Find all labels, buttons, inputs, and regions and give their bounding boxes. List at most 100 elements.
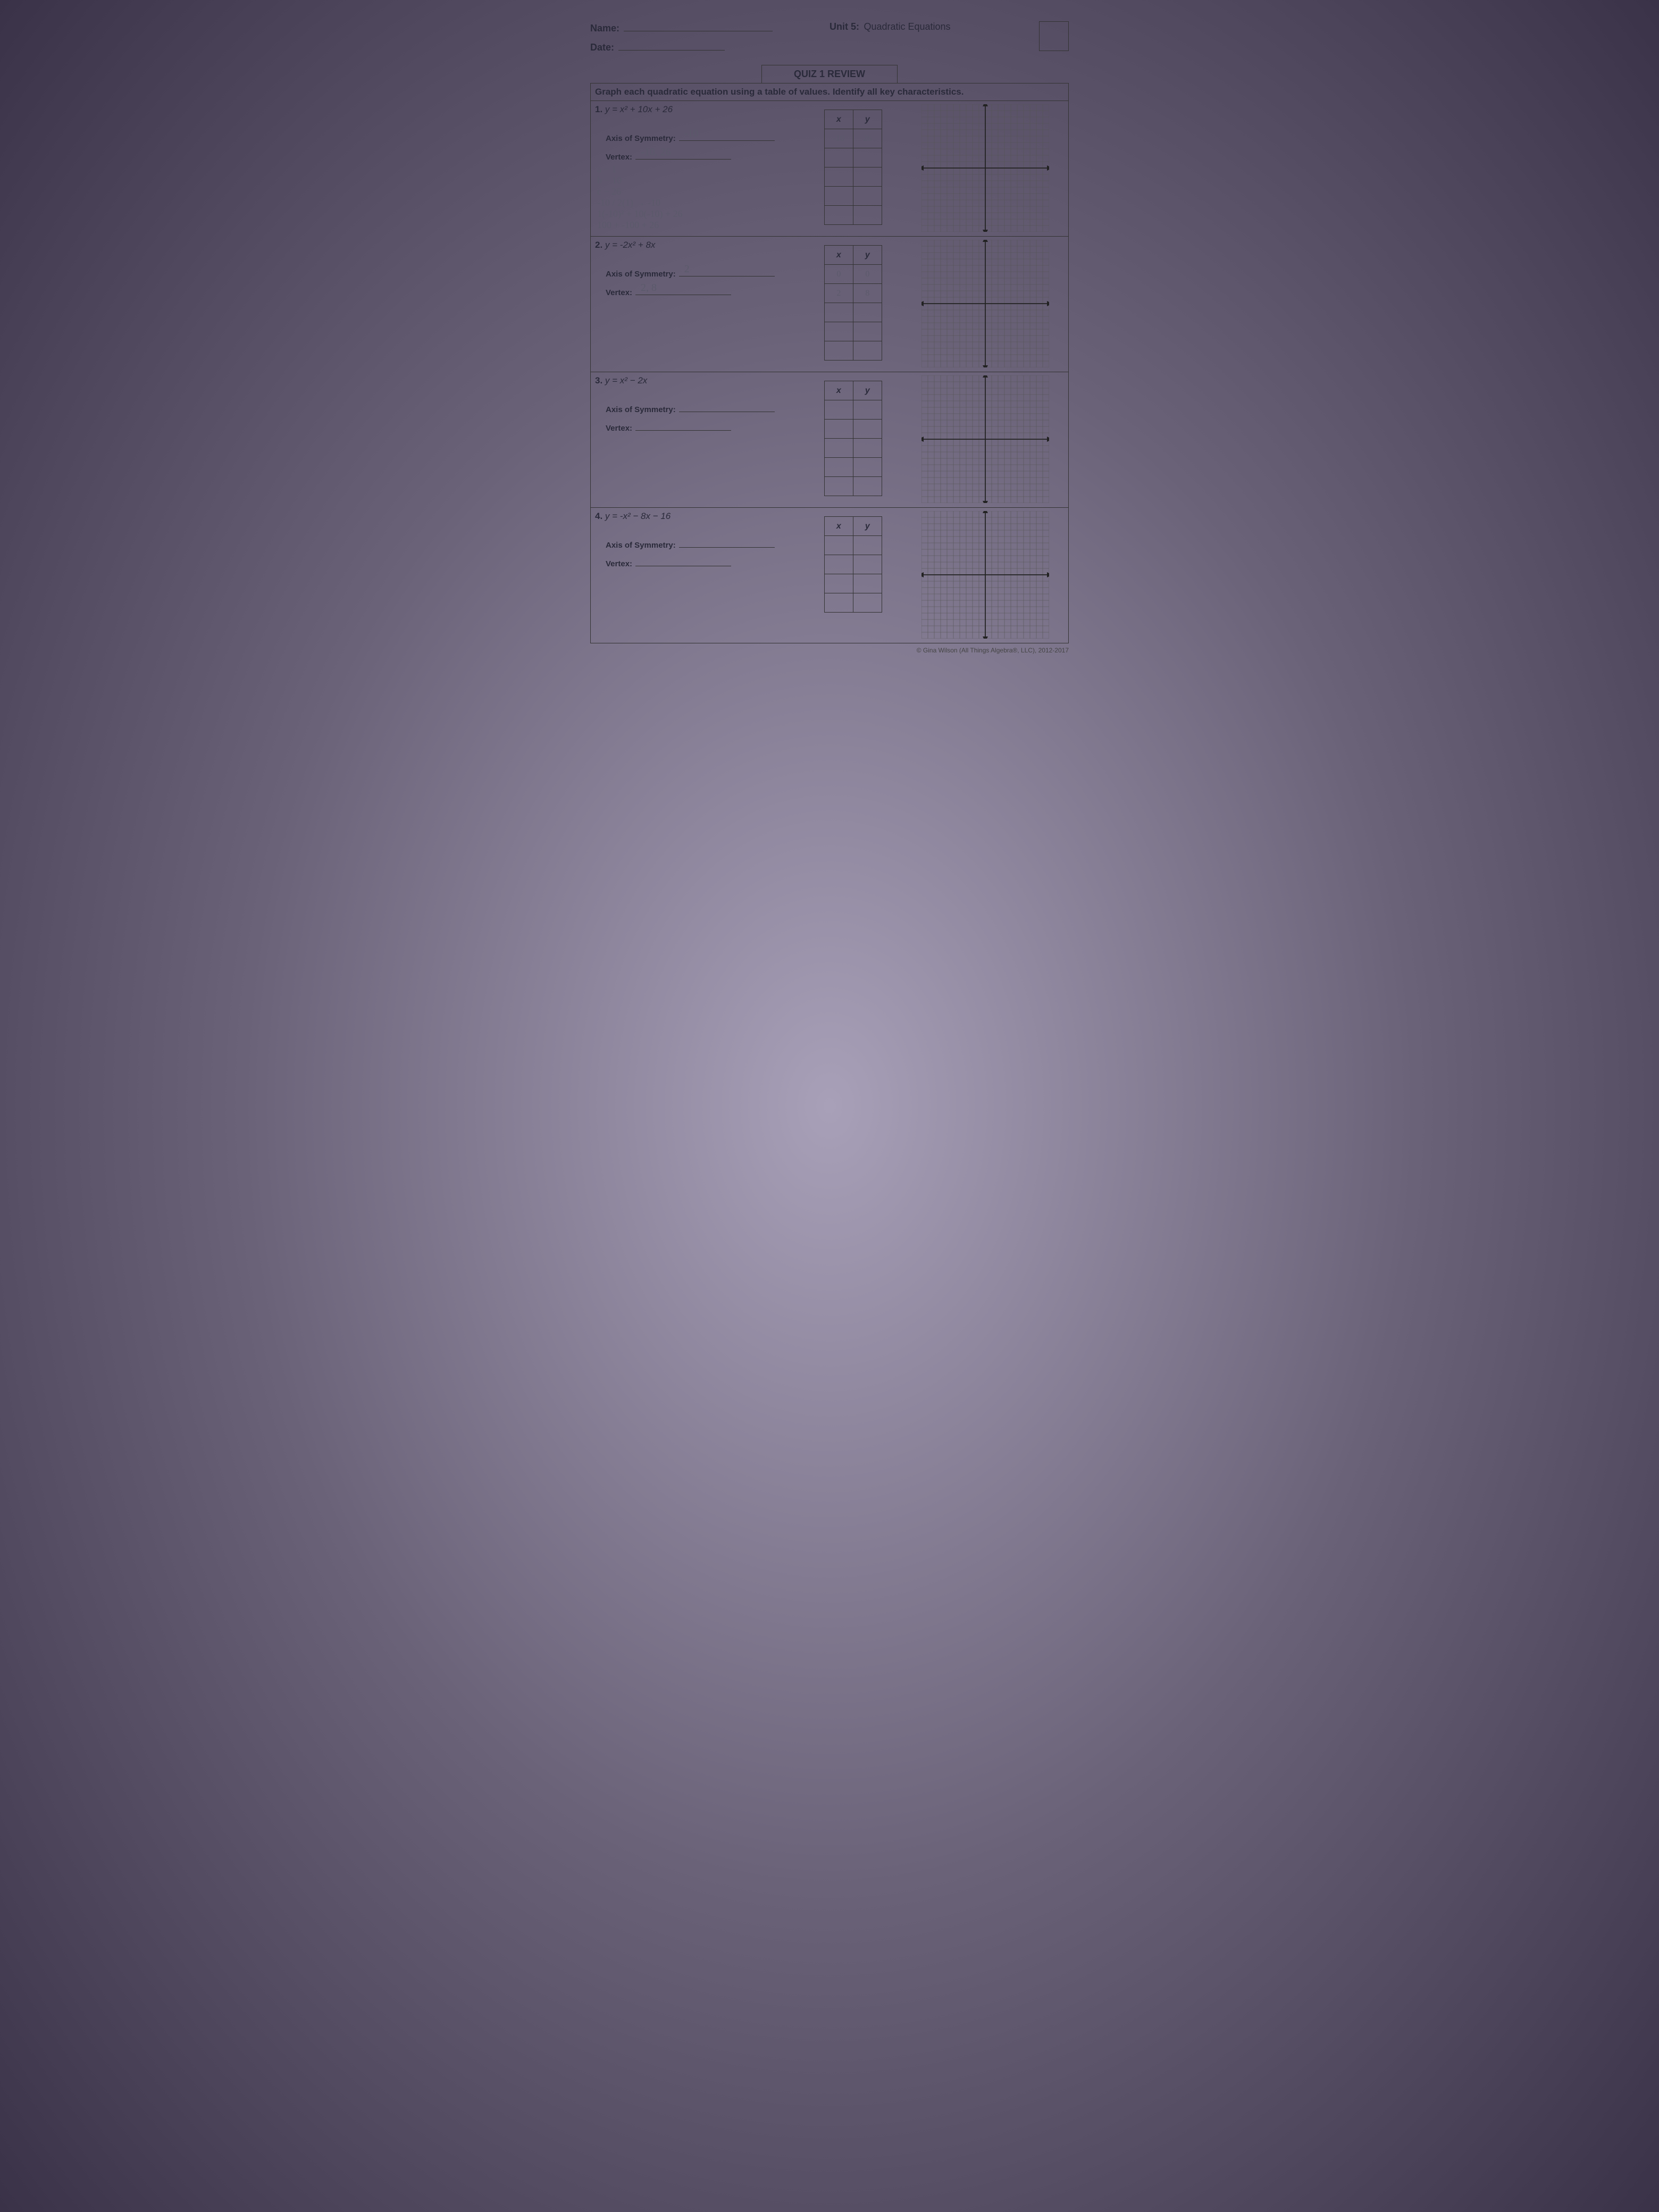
vertex-blank[interactable]: 2, 8 bbox=[635, 284, 731, 295]
table-cell[interactable] bbox=[853, 322, 882, 341]
table-cell[interactable]: -10 bbox=[824, 129, 853, 148]
date-label: Date: bbox=[590, 42, 614, 53]
vertex-handwritten: 2, 8 bbox=[641, 282, 657, 294]
date-blank[interactable] bbox=[618, 40, 725, 51]
table-cell[interactable] bbox=[853, 574, 882, 593]
equation-text: y = -2x² + 8x bbox=[605, 240, 655, 250]
coordinate-grid[interactable] bbox=[921, 240, 1049, 367]
table-cell[interactable]: 0 bbox=[853, 265, 882, 284]
xy-table[interactable]: xy0028 bbox=[824, 245, 882, 361]
table-cell[interactable] bbox=[853, 439, 882, 458]
vertex-blank[interactable] bbox=[635, 420, 731, 431]
instructions: Graph each quadratic equation using a ta… bbox=[591, 83, 1068, 101]
table-cell[interactable] bbox=[824, 206, 853, 225]
table-cell[interactable] bbox=[824, 477, 853, 496]
worksheet-page: Name: Date: Unit 5: Quadratic Equations … bbox=[590, 21, 1069, 654]
table-cell[interactable] bbox=[853, 593, 882, 613]
table-cell[interactable] bbox=[853, 148, 882, 167]
table-cell[interactable] bbox=[824, 148, 853, 167]
y-header: y bbox=[853, 110, 882, 129]
table-cell[interactable] bbox=[824, 322, 853, 341]
problems-container: Graph each quadratic equation using a ta… bbox=[590, 83, 1069, 643]
table-cell[interactable] bbox=[824, 187, 853, 206]
table-cell[interactable] bbox=[853, 187, 882, 206]
worksheet-header: Name: Date: Unit 5: Quadratic Equations bbox=[590, 21, 1069, 60]
table-cell[interactable] bbox=[824, 303, 853, 322]
problem-number: 3. bbox=[595, 375, 602, 386]
quiz-title: QUIZ 1 REVIEW bbox=[761, 65, 898, 83]
table-cell[interactable]: 26 bbox=[853, 129, 882, 148]
unit-label: Unit 5: bbox=[830, 21, 859, 32]
quiz-banner: QUIZ 1 REVIEW bbox=[590, 65, 1069, 83]
table-cell[interactable] bbox=[853, 420, 882, 439]
axis-label: Axis of Symmetry: bbox=[606, 405, 676, 414]
problem-number: 4. bbox=[595, 511, 602, 521]
problem-2: 2. y = -2x² + 8x Axis of Symmetry: 2 Vertex… bbox=[591, 237, 1068, 372]
xy-table[interactable]: xy bbox=[824, 381, 882, 496]
vertex-label: Vertex: bbox=[606, 424, 632, 433]
coordinate-grid[interactable] bbox=[921, 375, 1049, 503]
table-cell[interactable] bbox=[853, 458, 882, 477]
unit-text: Quadratic Equations bbox=[864, 21, 950, 32]
name-blank[interactable] bbox=[624, 21, 773, 31]
coordinate-grid[interactable] bbox=[921, 104, 1049, 232]
table-cell[interactable] bbox=[824, 593, 853, 613]
table-cell[interactable] bbox=[853, 555, 882, 574]
problem-1: 1. y = x² + 10x + 26 Axis of Symmetry: -10… bbox=[591, 101, 1068, 237]
table-cell[interactable] bbox=[824, 536, 853, 555]
x-header: x bbox=[824, 246, 853, 265]
axis-label: Axis of Symmetry: bbox=[606, 134, 676, 143]
score-box[interactable] bbox=[1039, 21, 1069, 51]
axis-handwritten: -10 bbox=[684, 128, 699, 140]
table-cell[interactable] bbox=[824, 555, 853, 574]
x-header: x bbox=[824, 517, 853, 536]
table-cell[interactable] bbox=[853, 536, 882, 555]
table-cell[interactable] bbox=[824, 167, 853, 187]
table-cell[interactable]: 2 bbox=[824, 284, 853, 303]
table-cell[interactable] bbox=[853, 400, 882, 420]
axis-blank[interactable] bbox=[679, 401, 775, 412]
handwritten-work: a − 1b − 10c − 26-10 / 2(1) → -101(-10)²… bbox=[597, 164, 800, 231]
table-cell[interactable] bbox=[824, 574, 853, 593]
y-header: y bbox=[853, 381, 882, 400]
vertex-handwritten: -10, 26 bbox=[641, 146, 671, 158]
y-header: y bbox=[853, 246, 882, 265]
axis-label: Axis of Symmetry: bbox=[606, 541, 676, 550]
x-header: x bbox=[824, 110, 853, 129]
axis-handwritten: 2 bbox=[684, 263, 690, 275]
table-cell[interactable]: 0 bbox=[824, 265, 853, 284]
name-label: Name: bbox=[590, 23, 619, 34]
xy-table[interactable]: xy-1026 bbox=[824, 110, 882, 225]
table-cell[interactable] bbox=[824, 439, 853, 458]
table-cell[interactable] bbox=[824, 420, 853, 439]
equation-text: y = -x² − 8x − 16 bbox=[605, 511, 671, 521]
table-cell[interactable] bbox=[853, 341, 882, 361]
table-cell[interactable] bbox=[853, 167, 882, 187]
problem-number: 2. bbox=[595, 240, 602, 250]
vertex-label: Vertex: bbox=[606, 559, 632, 568]
equation-text: y = x² − 2x bbox=[605, 375, 647, 386]
axis-blank[interactable] bbox=[679, 537, 775, 548]
table-cell[interactable] bbox=[853, 477, 882, 496]
table-cell[interactable] bbox=[824, 341, 853, 361]
axis-blank[interactable]: 2 bbox=[679, 265, 775, 276]
x-header: x bbox=[824, 381, 853, 400]
y-header: y bbox=[853, 517, 882, 536]
axis-label: Axis of Symmetry: bbox=[606, 270, 676, 279]
table-cell[interactable] bbox=[824, 458, 853, 477]
vertex-blank[interactable]: -10, 26 bbox=[635, 148, 731, 160]
problem-3: 3. y = x² − 2x Axis of Symmetry: Vertex: xy bbox=[591, 372, 1068, 508]
coordinate-grid[interactable] bbox=[921, 511, 1049, 639]
vertex-blank[interactable] bbox=[635, 555, 731, 566]
vertex-label: Vertex: bbox=[606, 288, 632, 297]
xy-table[interactable]: xy bbox=[824, 516, 882, 613]
axis-blank[interactable]: -10 bbox=[679, 130, 775, 141]
table-cell[interactable]: 8 bbox=[853, 284, 882, 303]
copyright-footer: © Gina Wilson (All Things Algebra®, LLC)… bbox=[590, 647, 1069, 654]
table-cell[interactable] bbox=[824, 400, 853, 420]
table-cell[interactable] bbox=[853, 206, 882, 225]
problem-4: 4. y = -x² − 8x − 16 Axis of Symmetry: Ver… bbox=[591, 508, 1068, 643]
problem-number: 1. bbox=[595, 104, 602, 114]
table-cell[interactable] bbox=[853, 303, 882, 322]
equation-text: y = x² + 10x + 26 bbox=[605, 104, 673, 114]
